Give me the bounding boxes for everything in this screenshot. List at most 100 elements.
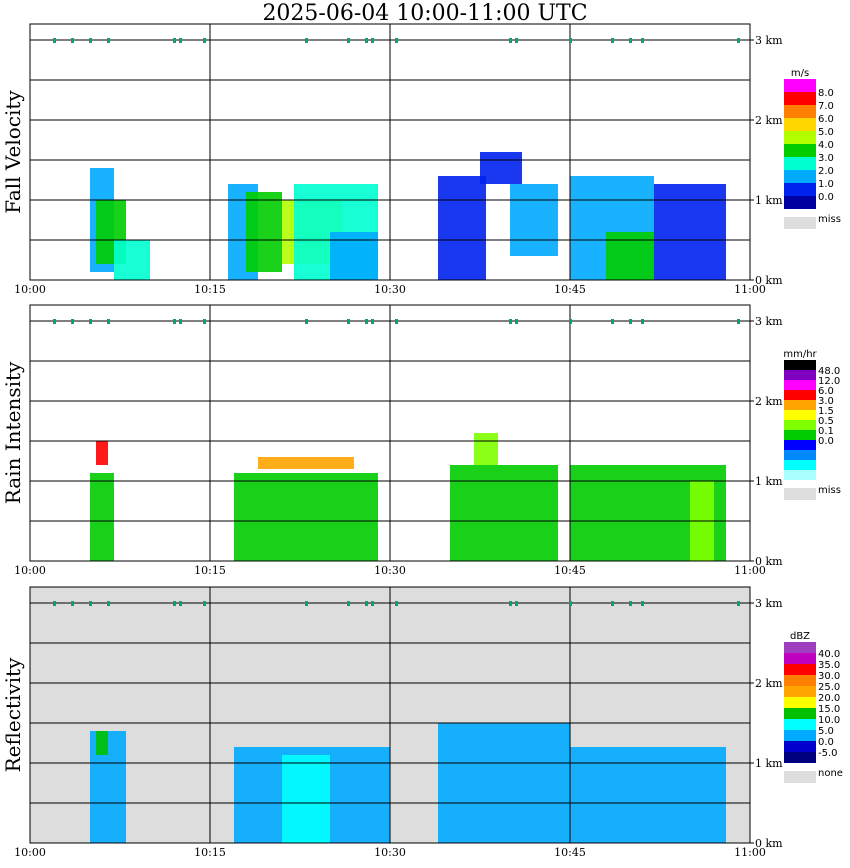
legend-label: 5.0 — [818, 726, 834, 737]
legend-label: 0.0 — [818, 192, 834, 203]
legend-swatch — [784, 653, 816, 664]
legend-swatch — [784, 664, 816, 675]
legend-swatch — [784, 697, 816, 708]
top-marker — [737, 319, 740, 324]
x-tick-label: 10:00 — [14, 283, 46, 296]
data-cell — [246, 192, 282, 272]
y-tick-label: 2 km — [755, 677, 783, 690]
x-tick-label: 10:15 — [194, 564, 226, 577]
top-marker — [305, 601, 308, 606]
data-cell — [570, 747, 726, 843]
top-marker — [53, 319, 56, 324]
top-marker — [509, 601, 512, 606]
legend-label: 0.0 — [818, 737, 834, 748]
legend-label: 15.0 — [818, 704, 840, 715]
x-tick-label: 10:30 — [374, 846, 406, 859]
top-marker — [365, 601, 368, 606]
top-marker — [179, 38, 182, 43]
legend-label: 2.0 — [818, 166, 834, 177]
top-marker — [89, 601, 92, 606]
y-axis-label: Reflectivity — [1, 657, 25, 772]
top-marker — [371, 319, 374, 324]
top-marker — [71, 601, 74, 606]
legend-swatch — [784, 450, 816, 460]
legend-missing-label: none — [818, 768, 843, 779]
top-marker — [203, 38, 206, 43]
legend-label: 4.0 — [818, 140, 834, 151]
data-cell — [90, 473, 114, 561]
x-tick-label: 10:30 — [374, 283, 406, 296]
data-cell — [654, 184, 726, 280]
legend-swatch — [784, 370, 816, 380]
top-marker — [371, 38, 374, 43]
legend-swatch — [784, 360, 816, 370]
legend-swatch — [784, 470, 816, 480]
top-marker — [569, 38, 572, 43]
legend-swatch — [784, 170, 816, 183]
top-marker — [89, 319, 92, 324]
legend-unit: dBZ — [790, 631, 810, 642]
legend-swatch — [784, 400, 816, 410]
legend-swatch — [784, 752, 816, 763]
y-tick-label: 0 km — [755, 274, 783, 287]
top-marker — [173, 319, 176, 324]
data-cell — [282, 755, 330, 843]
x-tick-label: 11:00 — [734, 564, 766, 577]
legend-label: 3.0 — [818, 396, 834, 407]
top-marker — [611, 601, 614, 606]
legend-swatch — [784, 440, 816, 450]
top-marker — [515, 38, 518, 43]
top-marker — [365, 319, 368, 324]
y-tick-label: 1 km — [755, 475, 783, 488]
legend-label: 48.0 — [818, 366, 840, 377]
legend-label: 35.0 — [818, 660, 840, 671]
panel-2: 10:00 10:15 10:30 10:45 11:000 km 1 km 2 km 3 k… — [1, 304, 841, 577]
panel-1: 10:00 10:15 10:30 10:45 11:000 km 1 km 2 km 3 k… — [1, 23, 841, 296]
legend-swatch — [784, 730, 816, 741]
legend-swatch — [784, 157, 816, 170]
data-cell — [258, 457, 354, 469]
top-marker — [305, 319, 308, 324]
top-marker — [509, 319, 512, 324]
legend-label: 30.0 — [818, 671, 840, 682]
legend-label: 20.0 — [818, 693, 840, 704]
top-marker — [173, 601, 176, 606]
legend-label: 0.0 — [818, 436, 834, 447]
legend-missing-swatch — [784, 771, 816, 783]
x-tick-label: 10:15 — [194, 283, 226, 296]
top-marker — [203, 601, 206, 606]
top-marker — [509, 38, 512, 43]
top-marker — [305, 38, 308, 43]
y-tick-label: 1 km — [755, 757, 783, 770]
top-marker — [395, 38, 398, 43]
y-axis-label: Fall Velocity — [1, 90, 25, 214]
legend-label: 6.0 — [818, 114, 834, 125]
plot-frame — [29, 23, 751, 281]
y-tick-label: 2 km — [755, 395, 783, 408]
legend-swatch — [784, 79, 816, 92]
y-tick-label: 0 km — [755, 555, 783, 568]
top-marker — [515, 319, 518, 324]
top-marker — [737, 38, 740, 43]
legend-swatch — [784, 144, 816, 157]
x-tick-label: 10:00 — [14, 564, 46, 577]
legend-swatch — [784, 410, 816, 420]
data-cell — [480, 152, 522, 184]
data-cell — [510, 184, 558, 256]
legend-label: -5.0 — [818, 748, 838, 759]
legend-missing-swatch — [784, 488, 816, 500]
y-tick-label: 3 km — [755, 34, 783, 47]
y-tick-label: 0 km — [755, 837, 783, 850]
legend-label: 1.5 — [818, 406, 834, 417]
top-marker — [107, 601, 110, 606]
y-tick-label: 2 km — [755, 114, 783, 127]
data-cell — [438, 176, 486, 280]
top-marker — [71, 38, 74, 43]
legend-swatch — [784, 390, 816, 400]
top-marker — [179, 601, 182, 606]
top-marker — [371, 601, 374, 606]
top-marker — [395, 601, 398, 606]
legend-swatch — [784, 105, 816, 118]
top-marker — [347, 319, 350, 324]
